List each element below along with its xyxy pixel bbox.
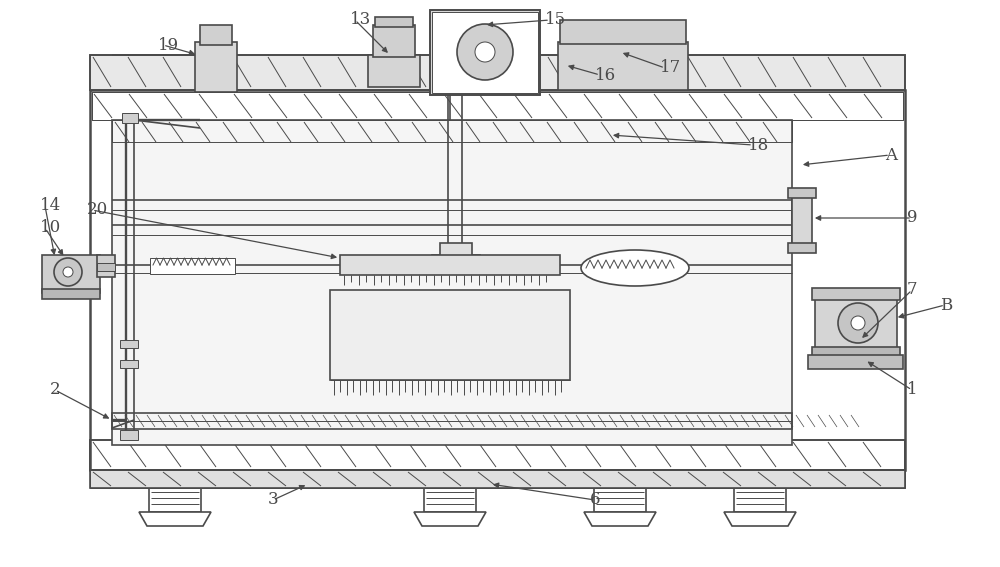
Bar xyxy=(440,243,472,257)
Bar xyxy=(90,90,905,470)
Bar xyxy=(97,255,115,277)
Bar xyxy=(149,470,201,512)
Text: 10: 10 xyxy=(40,219,61,236)
Circle shape xyxy=(54,258,82,286)
Bar xyxy=(150,258,235,274)
Bar xyxy=(92,92,903,120)
Ellipse shape xyxy=(581,250,689,286)
Bar xyxy=(90,470,905,488)
Bar xyxy=(90,470,905,488)
Bar xyxy=(112,120,792,445)
Circle shape xyxy=(457,24,513,80)
Bar xyxy=(424,470,476,512)
Text: 7: 7 xyxy=(907,281,918,298)
Bar xyxy=(792,193,812,245)
Text: 15: 15 xyxy=(545,11,566,28)
Bar xyxy=(812,347,900,357)
Bar xyxy=(375,17,413,27)
Bar xyxy=(788,188,816,198)
Bar xyxy=(90,55,905,90)
Bar xyxy=(200,25,232,45)
Bar xyxy=(432,255,480,269)
Text: 16: 16 xyxy=(595,66,616,83)
Bar xyxy=(788,243,816,253)
Bar xyxy=(558,42,688,90)
Bar xyxy=(90,440,905,470)
Circle shape xyxy=(475,42,495,62)
Text: 18: 18 xyxy=(748,137,769,154)
Polygon shape xyxy=(139,512,211,526)
Bar xyxy=(340,255,560,275)
Bar xyxy=(90,55,905,90)
Text: 2: 2 xyxy=(50,382,61,399)
Bar xyxy=(734,470,786,512)
Bar xyxy=(120,430,138,440)
Bar xyxy=(90,440,905,470)
Polygon shape xyxy=(414,512,486,526)
Text: 3: 3 xyxy=(268,492,279,509)
Bar xyxy=(120,340,138,348)
Text: 19: 19 xyxy=(158,36,179,53)
Bar xyxy=(120,360,138,368)
Bar xyxy=(112,413,792,429)
Bar xyxy=(42,289,100,299)
Bar xyxy=(430,10,540,95)
Text: 14: 14 xyxy=(40,197,61,214)
Bar xyxy=(808,355,903,369)
Bar xyxy=(92,92,903,120)
Bar xyxy=(560,20,686,44)
Bar xyxy=(330,290,570,380)
Bar xyxy=(112,120,792,142)
Text: 9: 9 xyxy=(907,209,918,226)
Text: 6: 6 xyxy=(590,492,600,509)
Polygon shape xyxy=(584,512,656,526)
Circle shape xyxy=(63,267,73,277)
Text: B: B xyxy=(940,297,952,314)
Circle shape xyxy=(838,303,878,343)
Bar xyxy=(195,42,237,92)
Circle shape xyxy=(851,316,865,330)
Bar xyxy=(812,288,900,300)
Text: 13: 13 xyxy=(350,11,371,28)
Bar xyxy=(42,255,100,293)
Bar xyxy=(432,12,538,93)
Bar xyxy=(815,295,897,350)
Bar xyxy=(97,263,115,271)
Text: A: A xyxy=(885,146,897,163)
Text: 1: 1 xyxy=(907,382,918,399)
Bar xyxy=(430,10,540,95)
Bar xyxy=(122,113,138,123)
Polygon shape xyxy=(724,512,796,526)
Bar xyxy=(368,55,420,87)
Text: 17: 17 xyxy=(660,60,681,77)
Text: 20: 20 xyxy=(87,201,108,218)
Bar xyxy=(594,470,646,512)
Bar xyxy=(373,25,415,57)
